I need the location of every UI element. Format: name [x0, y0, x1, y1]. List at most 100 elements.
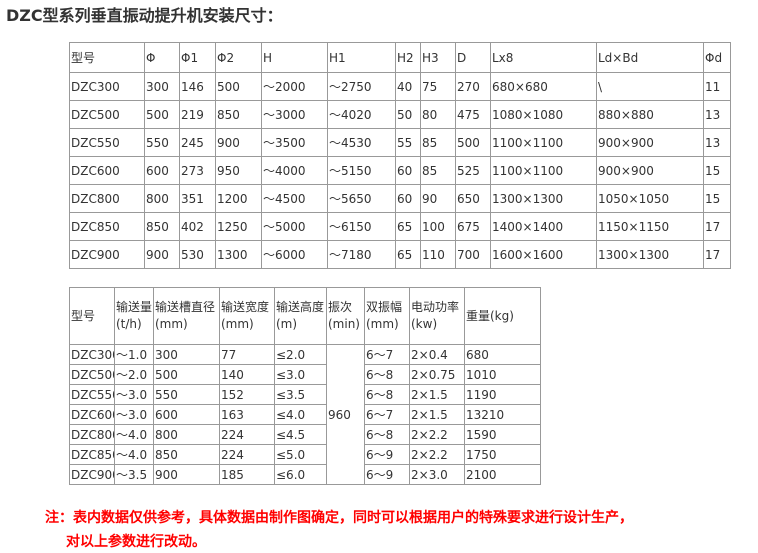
table-cell: 85 — [420, 156, 456, 185]
table-cell: DZC550 — [69, 128, 145, 157]
table-cell: ～3500 — [261, 128, 328, 157]
table-cell: 1050×1050 — [596, 184, 704, 213]
table-cell: 680×680 — [490, 72, 597, 101]
table-cell: 13 — [703, 128, 731, 157]
table-cell: 2×1.5 — [409, 404, 465, 425]
table-cell: 60 — [395, 184, 421, 213]
table-cell: ～4.0 — [114, 424, 154, 445]
table-cell: ～7180 — [327, 240, 396, 269]
table-cell: DZC500 — [69, 364, 115, 385]
column-header: 输送高度(m) — [274, 287, 327, 345]
table-row: DZC500 500 219 850 ～3000 ～4020 50 80 475 1080×108… — [69, 100, 731, 129]
table-cell: ～5650 — [327, 184, 396, 213]
table-cell: 13 — [703, 100, 731, 129]
table-cell: 17 — [703, 240, 731, 269]
column-header: Φ — [144, 42, 180, 73]
table-cell: DZC850 — [69, 212, 145, 241]
table-cell: 6～7 — [364, 404, 410, 425]
table-cell: ～5000 — [261, 212, 328, 241]
table-cell: 475 — [455, 100, 491, 129]
table-cell: ～1.0 — [114, 344, 154, 365]
table-cell: 6～8 — [364, 364, 410, 385]
table-cell: ≤2.0 — [274, 344, 327, 365]
table-cell: DZC900 — [69, 240, 145, 269]
table-cell: 900×900 — [596, 128, 704, 157]
table-cell: 65 — [395, 240, 421, 269]
table-cell: 1080×1080 — [490, 100, 597, 129]
column-header: Φ1 — [179, 42, 216, 73]
table-cell: 500 — [144, 100, 180, 129]
table-cell: 90 — [420, 184, 456, 213]
column-header: 重量(kg) — [464, 287, 541, 345]
table-cell: 850 — [144, 212, 180, 241]
table-cell: 1190 — [464, 384, 541, 405]
table-cell: 140 — [219, 364, 275, 385]
table-cell: 2×2.2 — [409, 424, 465, 445]
table-cell: ～4.0 — [114, 444, 154, 465]
table-cell: 2×0.4 — [409, 344, 465, 365]
table-cell: ～2000 — [261, 72, 328, 101]
column-header: D — [455, 42, 491, 73]
table-cell: 500 — [153, 364, 220, 385]
table-cell: 900×900 — [596, 156, 704, 185]
column-header: 双振幅(mm) — [364, 287, 410, 345]
table-cell: ～4020 — [327, 100, 396, 129]
table-row: DZC300 300 146 500 ～2000 ～2750 40 75 270 680×680 \… — [69, 72, 731, 101]
table-cell: ≤5.0 — [274, 444, 327, 465]
table-cell: ～3.5 — [114, 464, 154, 485]
table-cell: 100 — [420, 212, 456, 241]
table-cell: 2×0.75 — [409, 364, 465, 385]
table-cell: 402 — [179, 212, 216, 241]
table-cell: DZC900 — [69, 464, 115, 485]
column-header: 电动功率(kw) — [409, 287, 465, 345]
table-cell: 550 — [153, 384, 220, 405]
table-cell: 880×880 — [596, 100, 704, 129]
table-cell: 1300×1300 — [596, 240, 704, 269]
column-header: Φ2 — [215, 42, 262, 73]
table-cell: ～4500 — [261, 184, 328, 213]
table-cell: \ — [596, 72, 704, 101]
table-cell: 1010 — [464, 364, 541, 385]
column-header: 输送宽度(mm) — [219, 287, 275, 345]
table-cell: 146 — [179, 72, 216, 101]
table-cell: 224 — [219, 444, 275, 465]
column-header: 输送槽直径(mm) — [153, 287, 220, 345]
table-cell: ～3.0 — [114, 384, 154, 405]
table-cell: ～2750 — [327, 72, 396, 101]
table-cell: ～3000 — [261, 100, 328, 129]
column-header: Lx8 — [490, 42, 597, 73]
table-cell: 270 — [455, 72, 491, 101]
table-cell: 900 — [144, 240, 180, 269]
table-cell: 700 — [455, 240, 491, 269]
table-cell: 500 — [455, 128, 491, 157]
table-cell: 224 — [219, 424, 275, 445]
table-cell: 1100×1100 — [490, 128, 597, 157]
table-cell: 300 — [153, 344, 220, 365]
table-cell: 6～7 — [364, 344, 410, 365]
table-cell: DZC550 — [69, 384, 115, 405]
table-cell: 75 — [420, 72, 456, 101]
table-cell: 15 — [703, 184, 731, 213]
table-cell: 1200 — [215, 184, 262, 213]
table-cell: 850 — [215, 100, 262, 129]
table-cell: 525 — [455, 156, 491, 185]
column-header: 振次(min) — [326, 287, 365, 345]
table-cell: 2×1.5 — [409, 384, 465, 405]
table-cell: DZC600 — [69, 404, 115, 425]
table-cell: 1400×1400 — [490, 212, 597, 241]
table-cell: 1590 — [464, 424, 541, 445]
table-cell: 6～9 — [364, 464, 410, 485]
table-cell: 65 — [395, 212, 421, 241]
table-cell: 6～8 — [364, 384, 410, 405]
table-cell: 80 — [420, 100, 456, 129]
installation-dimensions-table: 型号 Φ Φ1 Φ2 H H1 H2 H3 D Lx8 Ld×Bd Φd DZC300 300 146 500… — [69, 42, 731, 269]
table-cell: ≤4.5 — [274, 424, 327, 445]
table-cell: ≤3.0 — [274, 364, 327, 385]
table-cell: 950 — [215, 156, 262, 185]
table-cell: 900 — [215, 128, 262, 157]
